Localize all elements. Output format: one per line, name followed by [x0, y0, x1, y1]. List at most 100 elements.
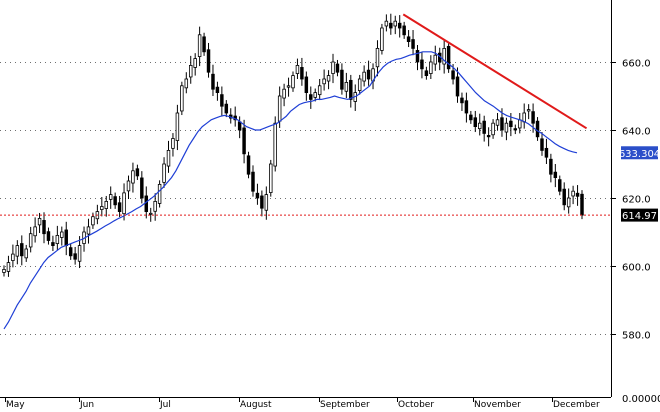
resistance-trendline	[402, 13, 588, 130]
candle-body	[366, 69, 371, 80]
candle-body	[344, 82, 349, 92]
candle-body	[282, 88, 286, 99]
candle-body	[433, 54, 438, 65]
candle-body	[424, 70, 429, 76]
candle-body	[251, 171, 255, 192]
x-tick-label: May	[6, 400, 25, 410]
candlestick-series	[2, 13, 584, 277]
candle-body	[215, 86, 220, 94]
candle-body	[544, 147, 549, 158]
candle-body	[322, 78, 326, 85]
candle-body	[86, 226, 91, 235]
ma-value-box	[621, 146, 658, 160]
y-tick-label: 660.0	[622, 59, 651, 70]
candle-body	[153, 200, 157, 212]
candle-body	[64, 229, 68, 247]
candle-body	[42, 220, 46, 235]
candle-body	[473, 117, 478, 128]
candle-body	[331, 61, 335, 74]
candle-body	[117, 202, 122, 212]
candle-body	[540, 138, 544, 151]
moving-average-line	[3, 51, 578, 330]
candle-body	[140, 177, 144, 199]
candle-body	[77, 245, 82, 262]
candle-body	[220, 94, 224, 107]
candle-body	[500, 117, 504, 131]
candle-body	[206, 49, 211, 73]
candle-body	[211, 73, 215, 90]
candle-body	[317, 85, 322, 96]
candle-body	[260, 195, 264, 209]
ma-value-label: 633.304	[619, 149, 660, 160]
candle-body	[429, 61, 433, 74]
candle-body	[11, 253, 15, 261]
candle-body	[300, 67, 304, 80]
candle-body	[406, 36, 411, 42]
candle-body	[415, 50, 420, 63]
candle-body	[291, 75, 295, 89]
candle-body	[55, 234, 60, 244]
x-tick-label: September	[320, 400, 370, 410]
candle-body	[411, 39, 415, 49]
candle-body	[113, 196, 117, 206]
candle-body	[460, 97, 464, 104]
candle-body	[402, 25, 406, 36]
candle-body	[189, 65, 193, 78]
candle-body	[478, 122, 482, 130]
candle-body	[135, 168, 140, 177]
candle-body	[104, 200, 108, 209]
candle-body	[464, 100, 469, 114]
candle-body	[100, 206, 104, 210]
candle-body	[108, 194, 113, 200]
candle-body	[180, 85, 184, 112]
x-axis-ticks: May Jun Jul August September October November D…	[5, 397, 600, 410]
candle-body	[446, 45, 451, 70]
candle-body	[68, 247, 73, 257]
candle-body	[451, 70, 455, 80]
candle-body	[580, 193, 584, 216]
candle-body	[535, 120, 540, 138]
candle-body	[518, 119, 522, 129]
candle-body	[2, 268, 6, 273]
candle-body	[313, 92, 317, 98]
candle-body	[531, 111, 535, 124]
candle-body	[15, 245, 20, 257]
candle-body	[295, 65, 300, 74]
candle-body	[393, 20, 397, 27]
candle-body	[309, 94, 313, 100]
candle-body	[513, 128, 518, 131]
candle-body	[269, 163, 273, 193]
candle-body	[33, 226, 37, 237]
price-value-badge: 614.97	[621, 208, 658, 222]
x-tick-label: Jul	[159, 400, 171, 410]
candle-body	[549, 158, 553, 175]
candle-body	[504, 122, 509, 133]
candle-body	[486, 135, 491, 138]
candle-body	[420, 59, 424, 70]
candle-body	[6, 262, 11, 272]
candle-body	[246, 155, 251, 175]
candle-body	[442, 48, 446, 65]
candle-body	[526, 109, 531, 112]
candle-body	[24, 248, 28, 259]
candle-body	[566, 197, 571, 208]
candle-body	[166, 149, 171, 167]
y-tick-label: 600.0	[622, 263, 651, 274]
candle-body	[148, 212, 153, 215]
candle-body	[509, 120, 513, 128]
candle-body	[571, 190, 575, 197]
candle-body	[562, 188, 566, 206]
x-tick-label: December	[553, 400, 600, 410]
candle-body	[375, 48, 380, 68]
candle-body	[237, 121, 242, 131]
candle-body	[197, 34, 202, 57]
ma-value-badge: 633.304	[619, 146, 660, 160]
candle-body	[242, 127, 246, 155]
candle-body	[384, 20, 389, 27]
candle-body	[380, 27, 384, 51]
candle-body	[122, 192, 126, 215]
candle-body	[326, 75, 331, 82]
candle-body	[184, 78, 189, 89]
candle-body	[46, 231, 51, 241]
